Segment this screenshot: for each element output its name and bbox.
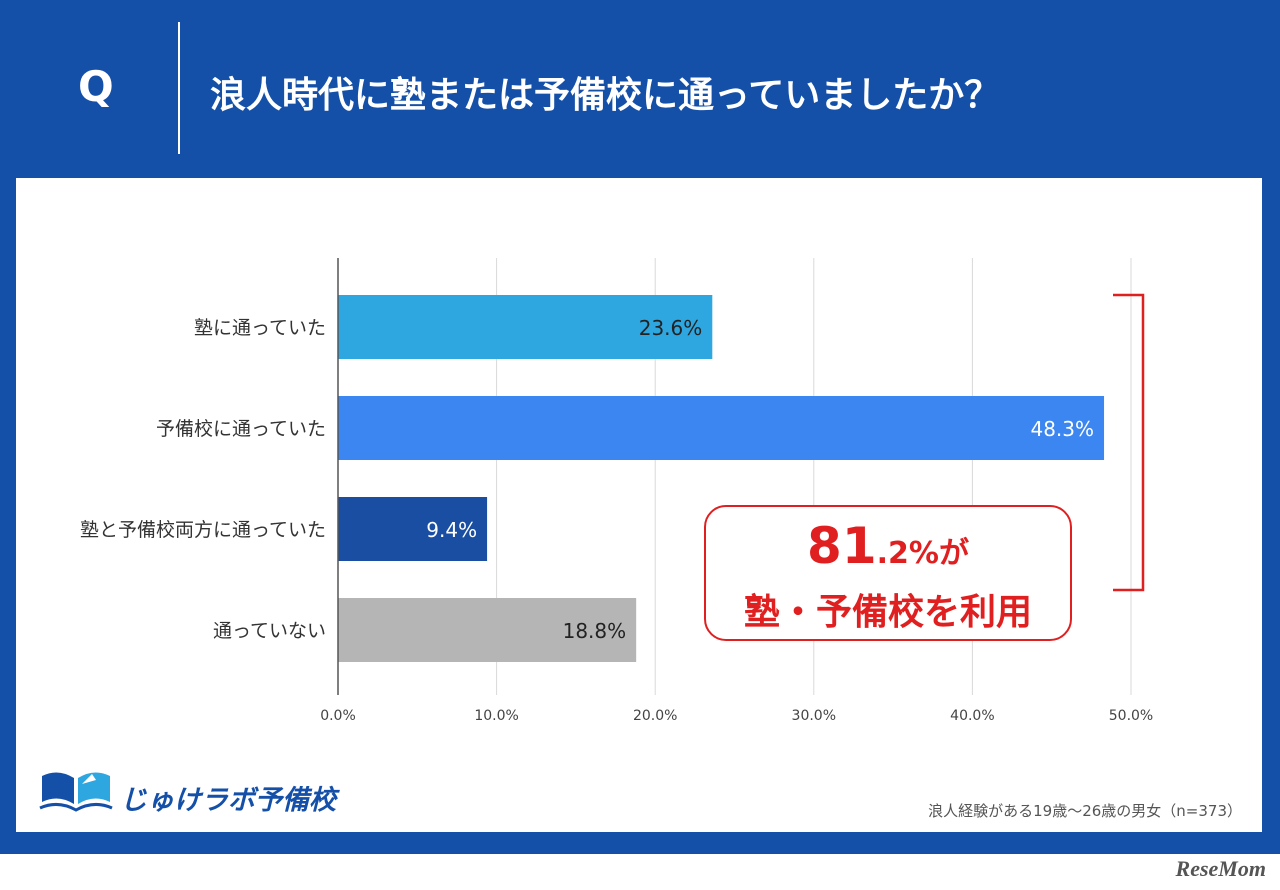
category-label: 予備校に通っていた <box>156 418 326 440</box>
value-label: 23.6% <box>639 316 703 340</box>
category-label: 通っていない <box>213 620 326 642</box>
bar <box>338 295 713 359</box>
callout-percent-decimal: .2%が <box>876 536 969 571</box>
header-divider <box>178 22 180 154</box>
value-labels: 23.6% 48.3% 9.4% 18.8% <box>426 316 1094 643</box>
value-label: 18.8% <box>563 619 627 643</box>
x-tick-label: 10.0% <box>474 708 518 724</box>
x-tick-label: 50.0% <box>1109 708 1153 724</box>
question-title: 浪人時代に塾または予備校に通っていましたか？ <box>210 75 1001 116</box>
category-label: 塾と予備校両方に通っていた <box>80 519 326 541</box>
frame-right <box>1262 178 1280 854</box>
bar <box>338 396 1105 460</box>
summary-callout: 81.2%が 塾・予備校を利用 <box>704 505 1072 641</box>
callout-percent-integer: 81 <box>807 517 877 575</box>
x-tick-label: 20.0% <box>633 708 677 724</box>
x-tick-labels: 0.0% 10.0% 20.0% 30.0% 40.0% 50.0% <box>320 708 1153 724</box>
callout-percent: 81.2%が <box>706 517 1070 575</box>
frame-bottom <box>0 832 1280 854</box>
category-label: 塾に通っていた <box>194 317 326 339</box>
bar <box>338 598 637 662</box>
frame-left <box>0 178 16 854</box>
total-bracket <box>1113 293 1145 592</box>
x-tick-label: 0.0% <box>320 708 356 724</box>
header-banner: Q 浪人時代に塾または予備校に通っていましたか？ <box>0 0 1280 178</box>
resemom-watermark: ReseMom <box>1175 856 1266 881</box>
callout-text: 塾・予備校を利用 <box>743 592 1032 633</box>
bar <box>338 497 488 561</box>
open-book-logo-icon <box>39 772 113 812</box>
value-label: 9.4% <box>426 518 477 542</box>
x-tick-label: 30.0% <box>792 708 836 724</box>
brand-name: じゅけラボ予備校 <box>120 785 336 816</box>
question-mark-label: Q <box>78 62 114 111</box>
x-tick-label: 40.0% <box>950 708 994 724</box>
value-label: 48.3% <box>1030 417 1094 441</box>
sample-footnote: 浪人経験がある19歳～26歳の男女（n=373） <box>928 802 1242 820</box>
bars <box>338 295 1105 662</box>
